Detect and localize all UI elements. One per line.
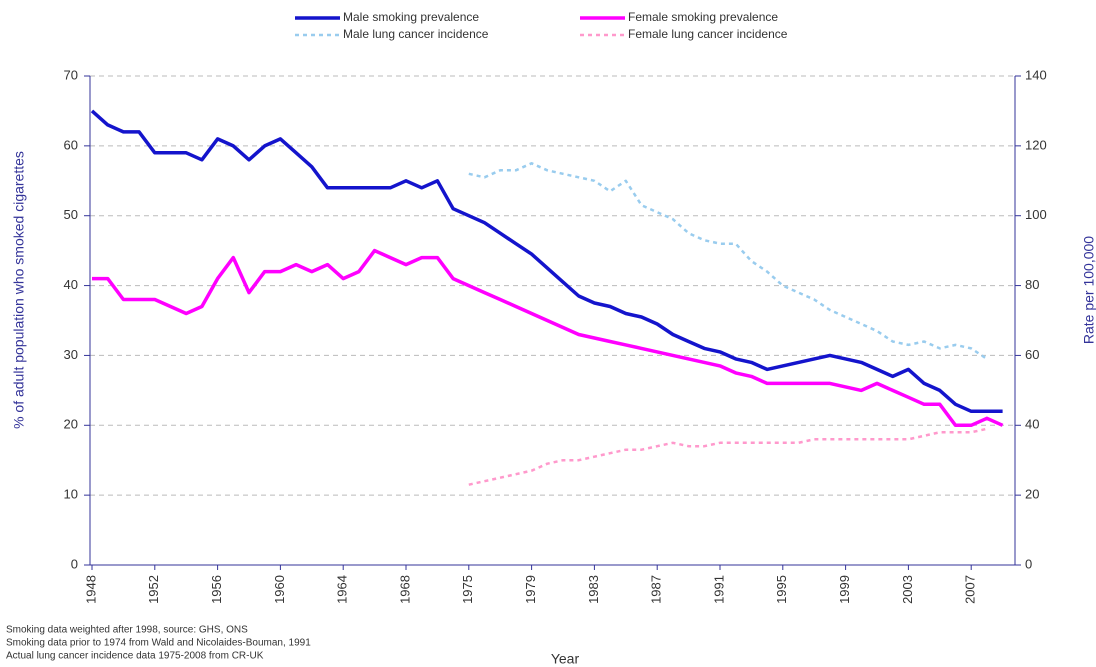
x-tick-label: 1991 <box>711 575 726 604</box>
y2-axis-label: Rate per 100,000 <box>1081 236 1096 344</box>
series-line <box>468 427 988 486</box>
y-tick-label: 0 <box>71 556 78 571</box>
x-tick-label: 1999 <box>837 575 852 604</box>
y-tick-label: 20 <box>64 417 78 432</box>
x-tick-label: 1987 <box>649 575 664 604</box>
note: Smoking data prior to 1974 from Wald and… <box>6 638 311 649</box>
y2-tick-label: 40 <box>1025 417 1039 432</box>
series-line <box>90 109 1003 414</box>
x-tick-label: 1975 <box>460 575 475 604</box>
legend-label: Male lung cancer incidence <box>343 27 489 41</box>
y-axis-label: % of adult population who smoked cigaret… <box>11 151 27 429</box>
note: Actual lung cancer incidence data 1975-2… <box>6 651 264 662</box>
x-tick-label: 2007 <box>963 575 978 604</box>
note: Smoking data weighted after 1998, source… <box>6 625 248 636</box>
x-tick-label: 1995 <box>774 575 789 604</box>
x-tick-label: 1983 <box>586 575 601 604</box>
y-tick-label: 60 <box>64 137 78 152</box>
x-tick-label: 1960 <box>272 575 287 604</box>
y-tick-label: 40 <box>64 277 78 292</box>
x-tick-label: 1956 <box>209 575 224 604</box>
y2-tick-label: 120 <box>1025 137 1047 152</box>
y-tick-label: 10 <box>64 487 78 502</box>
x-tick-label: 1968 <box>397 575 412 604</box>
x-tick-label: 1948 <box>83 575 98 604</box>
y2-tick-label: 0 <box>1025 556 1032 571</box>
y2-tick-label: 20 <box>1025 487 1039 502</box>
series-line <box>468 162 988 360</box>
y2-tick-label: 60 <box>1025 347 1039 362</box>
x-axis-label: Year <box>551 651 580 667</box>
y-tick-label: 50 <box>64 207 78 222</box>
series-line <box>92 248 1004 428</box>
legend-label: Female lung cancer incidence <box>628 27 788 41</box>
x-tick-label: 2003 <box>900 575 915 604</box>
x-tick-label: 1964 <box>335 575 350 604</box>
legend-label: Male smoking prevalence <box>343 10 479 24</box>
x-tick-label: 1979 <box>523 575 538 604</box>
y-tick-label: 30 <box>64 347 78 362</box>
y2-tick-label: 140 <box>1025 67 1047 82</box>
legend-label: Female smoking prevalence <box>628 10 778 24</box>
x-tick-label: 1952 <box>146 575 161 604</box>
y2-tick-label: 80 <box>1025 277 1039 292</box>
y-tick-label: 70 <box>64 67 78 82</box>
y2-tick-label: 100 <box>1025 207 1047 222</box>
